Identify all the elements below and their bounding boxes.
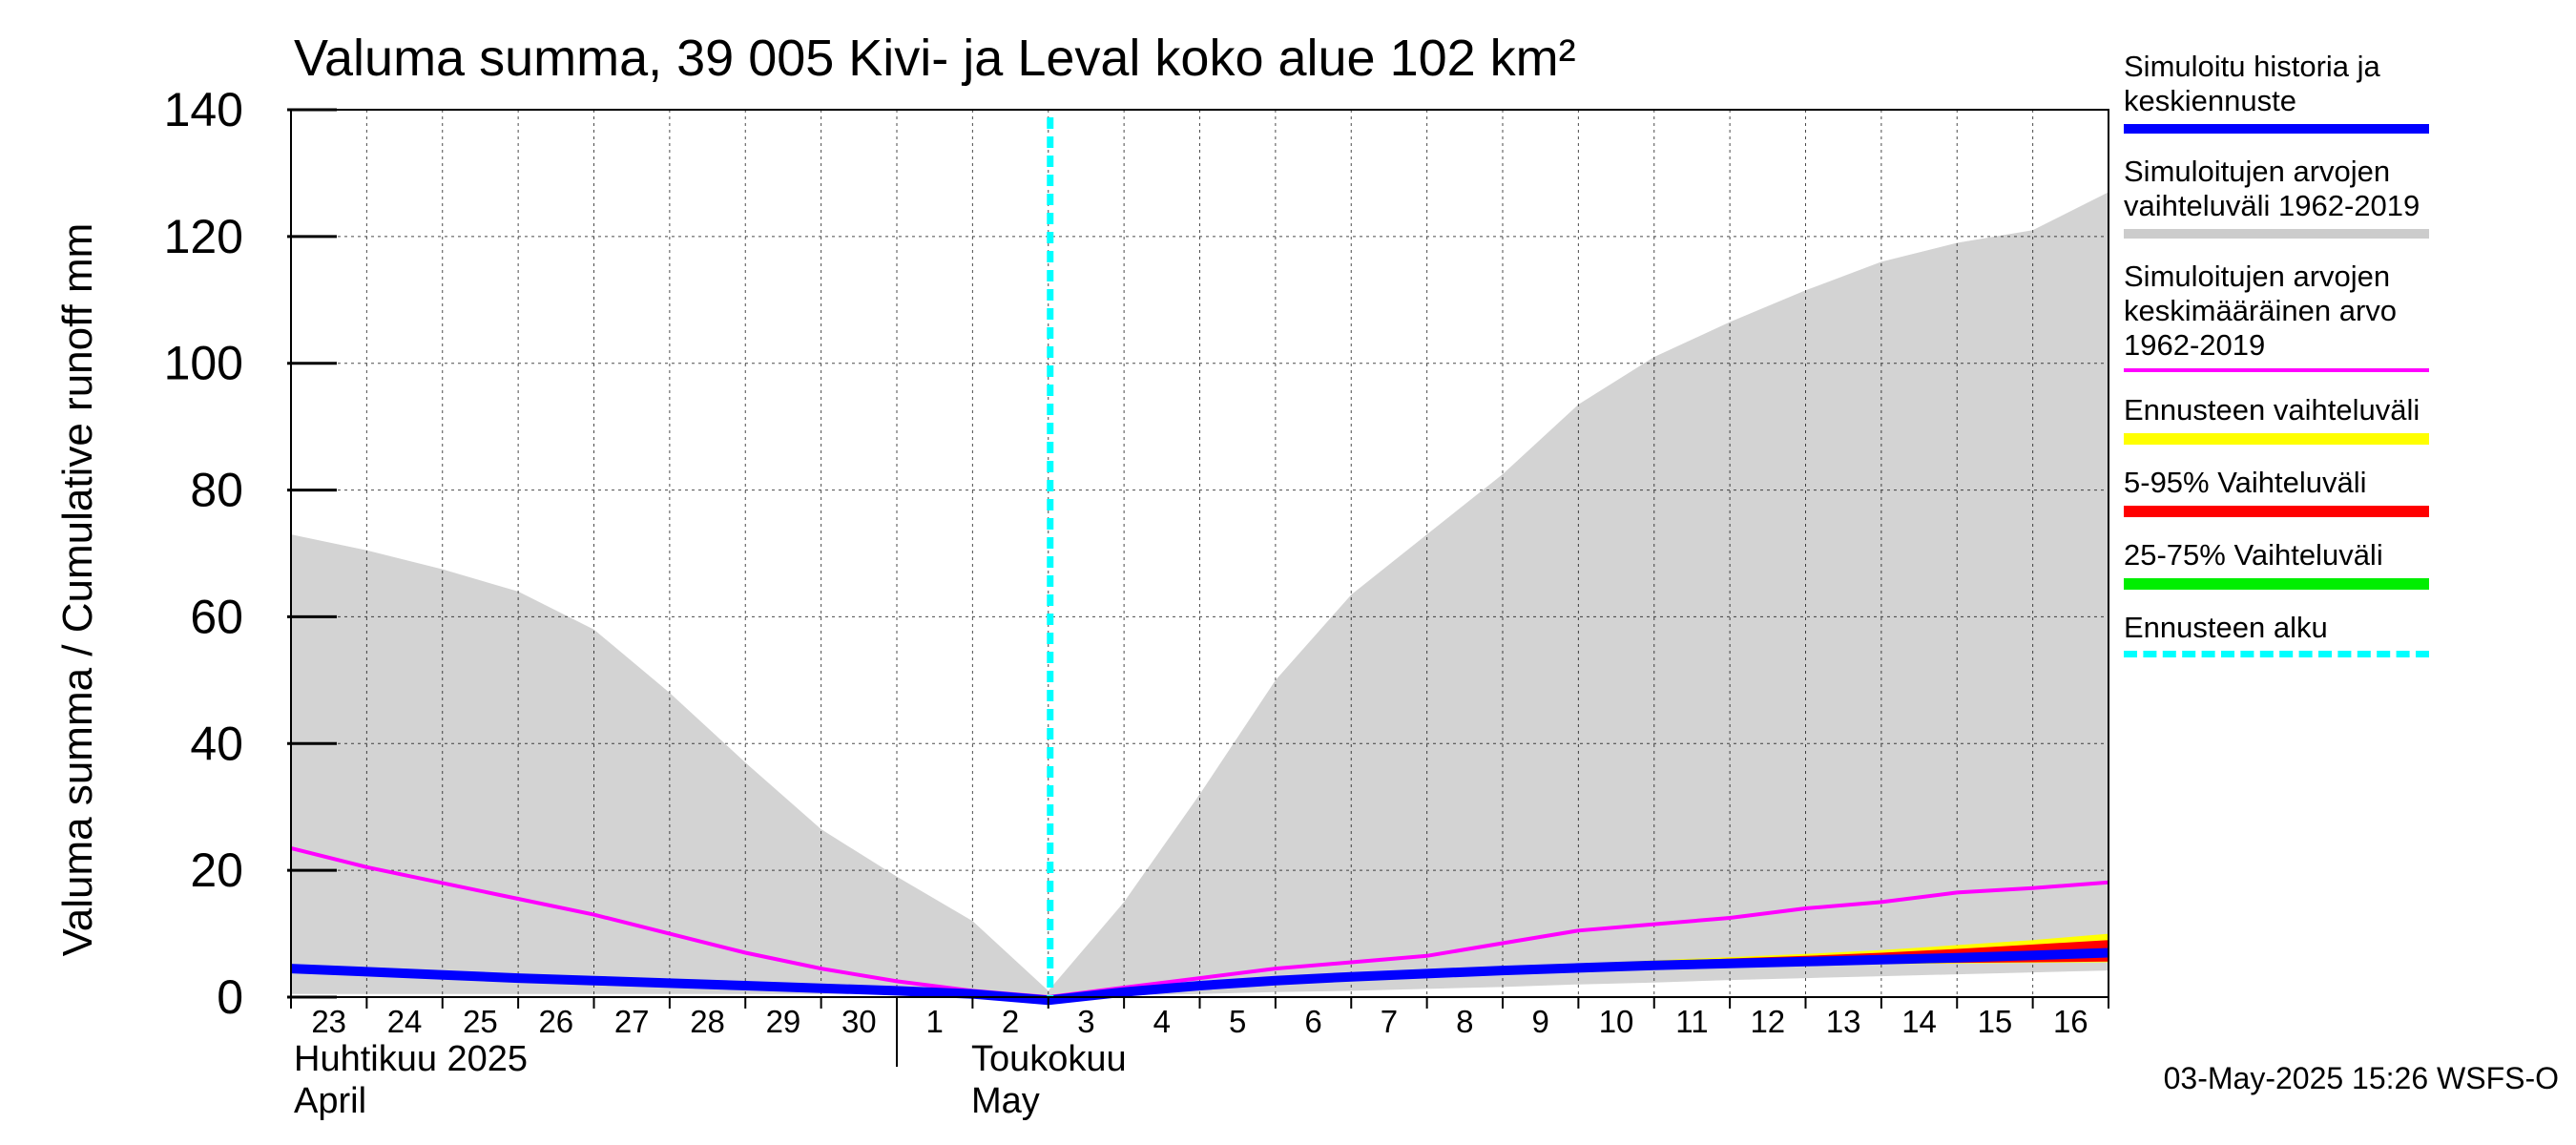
month-label-fi: Huhtikuu 2025 [294,1039,529,1079]
x-tick-label: 29 [766,1004,801,1039]
x-tick-label: 3 [1077,1004,1094,1039]
x-tick-label: 13 [1826,1004,1861,1039]
legend-item-mean: Simuloitujen arvojen keskimääräinen arvo… [2124,260,2553,372]
legend-item-25-75: 25-75% Vaihteluväli [2124,538,2553,590]
legend-swatch [2124,578,2429,590]
x-tick-label: 16 [2053,1004,2088,1039]
legend-swatch [2124,506,2429,517]
x-tick-label: 11 [1675,1004,1708,1039]
x-tick-label: 14 [1901,1004,1937,1039]
legend: Simuloitu historia ja keskiennuste Simul… [2124,50,2553,678]
x-tick-label: 1 [926,1004,944,1039]
x-tick-label: 2 [1002,1004,1019,1039]
month-label-may: Toukokuu May [971,1038,1127,1122]
legend-label: Simuloitu historia ja keskiennuste [2124,50,2380,117]
month-label-en: May [971,1081,1040,1121]
grid [290,109,2109,998]
x-tick-label: 25 [463,1004,498,1039]
chart-title: Valuma summa, 39 005 Kivi- ja Leval koko… [294,30,1576,87]
x-tick-label: 28 [690,1004,725,1039]
simulated-history-line [290,947,2109,1006]
x-tick-label: 27 [614,1004,650,1039]
legend-label: 25-75% Vaihteluväli [2124,538,2383,572]
x-tick-label: 15 [1978,1004,2013,1039]
y-tick-label: 120 [164,210,243,263]
y-tick-label: 20 [190,843,243,897]
legend-label: Simuloitujen arvojen keskimääräinen arvo… [2124,260,2398,362]
x-tick-label: 12 [1750,1004,1785,1039]
timestamp-footer: 03-May-2025 15:26 WSFS-O [2163,1061,2559,1095]
y-axis-label: Valuma summa / Cumulative runoff mm [54,222,101,957]
x-tick-label: 8 [1456,1004,1473,1039]
legend-label: Ennusteen alku [2124,611,2328,644]
y-tick-label: 40 [190,717,243,770]
x-tick-label: 24 [387,1004,423,1039]
y-tick-label: 80 [190,464,243,517]
x-tick-label: 6 [1304,1004,1321,1039]
x-tick-label: 26 [538,1004,573,1039]
legend-swatch [2124,229,2429,239]
legend-label: Simuloitujen arvojen vaihteluväli 1962-2… [2124,155,2420,222]
legend-swatch [2124,651,2429,657]
x-tick-label: 7 [1381,1004,1398,1039]
month-label-en: April [294,1081,367,1121]
x-tick-label: 10 [1599,1004,1634,1039]
y-tick-label: 140 [164,83,243,136]
month-label-april: Huhtikuu 2025 April [294,1038,528,1122]
legend-swatch [2124,433,2429,445]
x-tick-label: 4 [1153,1004,1171,1039]
legend-label: 5-95% Vaihteluväli [2124,466,2367,499]
legend-item-forecast-range: Ennusteen vaihteluväli [2124,393,2553,445]
legend-item-5-95: 5-95% Vaihteluväli [2124,466,2553,517]
x-tick-label: 9 [1532,1004,1549,1039]
legend-item-range: Simuloitujen arvojen vaihteluväli 1962-2… [2124,155,2553,239]
x-tick-label: 5 [1229,1004,1246,1039]
historical-mean-line [290,845,2109,1000]
x-tick-label: 30 [841,1004,877,1039]
legend-item-history: Simuloitu historia ja keskiennuste [2124,50,2553,134]
legend-label: Ennusteen vaihteluväli [2124,393,2420,427]
legend-swatch [2124,124,2429,134]
y-tick-label: 0 [217,970,243,1024]
legend-swatch [2124,368,2429,372]
y-tick-label: 60 [190,590,243,643]
y-tick-label: 100 [164,337,243,390]
historical-range-band [291,192,2109,997]
legend-item-forecast-start: Ennusteen alku [2124,611,2553,657]
x-tick-label: 23 [311,1004,346,1039]
month-label-fi: Toukokuu [971,1039,1127,1079]
